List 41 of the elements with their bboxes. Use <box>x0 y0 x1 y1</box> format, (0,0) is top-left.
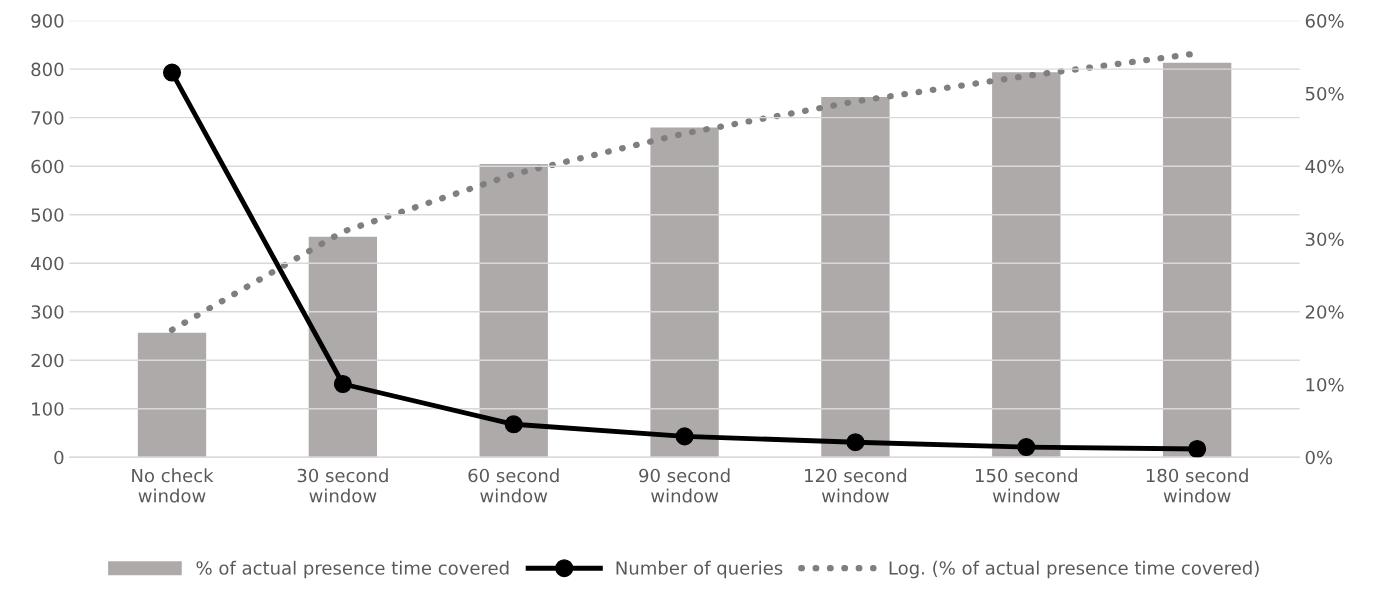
legend-label: Number of queries <box>616 560 783 579</box>
y-tick-label: 900 <box>31 14 64 28</box>
x-tick-label: 180 second window <box>1146 468 1248 503</box>
bar <box>992 72 1061 458</box>
y-tick-label: 500 <box>31 208 64 222</box>
y2-tick-label: 40% <box>1305 159 1344 174</box>
x-tick-label: 120 second window <box>805 468 907 503</box>
bar <box>479 164 548 458</box>
y2-tick-label: 50% <box>1305 86 1344 101</box>
y2-tick-label: 0% <box>1305 450 1333 465</box>
bar <box>650 127 719 458</box>
x-tick-label: 60 second window <box>468 468 559 503</box>
point <box>504 415 523 434</box>
x-tick-label: 30 second window <box>297 468 388 503</box>
y-tick-label: 700 <box>31 111 64 125</box>
bar <box>1162 62 1232 458</box>
y2-tick-label: 30% <box>1305 232 1344 247</box>
y2-tick-label: 10% <box>1306 377 1344 392</box>
y-tick-label: 600 <box>31 159 64 174</box>
point <box>162 63 182 82</box>
y-tick-label: 100 <box>32 402 64 416</box>
y-tick-label: 800 <box>31 62 64 77</box>
y-tick-label: 200 <box>31 353 64 368</box>
x-tick-label: 90 second window <box>639 468 730 503</box>
bar <box>308 236 378 458</box>
point <box>1188 439 1207 458</box>
y-tick-label: 400 <box>31 256 64 271</box>
y-tick-label: 300 <box>31 305 64 319</box>
point <box>675 427 694 446</box>
y2-tick-label: 20% <box>1305 305 1344 319</box>
point <box>846 433 865 452</box>
point <box>333 374 352 394</box>
x-tick-label: 150 second window <box>975 468 1077 503</box>
bar <box>137 332 207 458</box>
legend-label: % of actual presence time covered <box>196 560 509 579</box>
y2-tick-label: 60% <box>1305 14 1344 28</box>
x-tick-label: No check window <box>132 468 214 503</box>
point <box>1017 438 1036 457</box>
y-tick-label: 0 <box>54 450 64 465</box>
bar <box>821 97 890 458</box>
legend-label: Log. (% of actual presence time covered) <box>889 560 1259 579</box>
